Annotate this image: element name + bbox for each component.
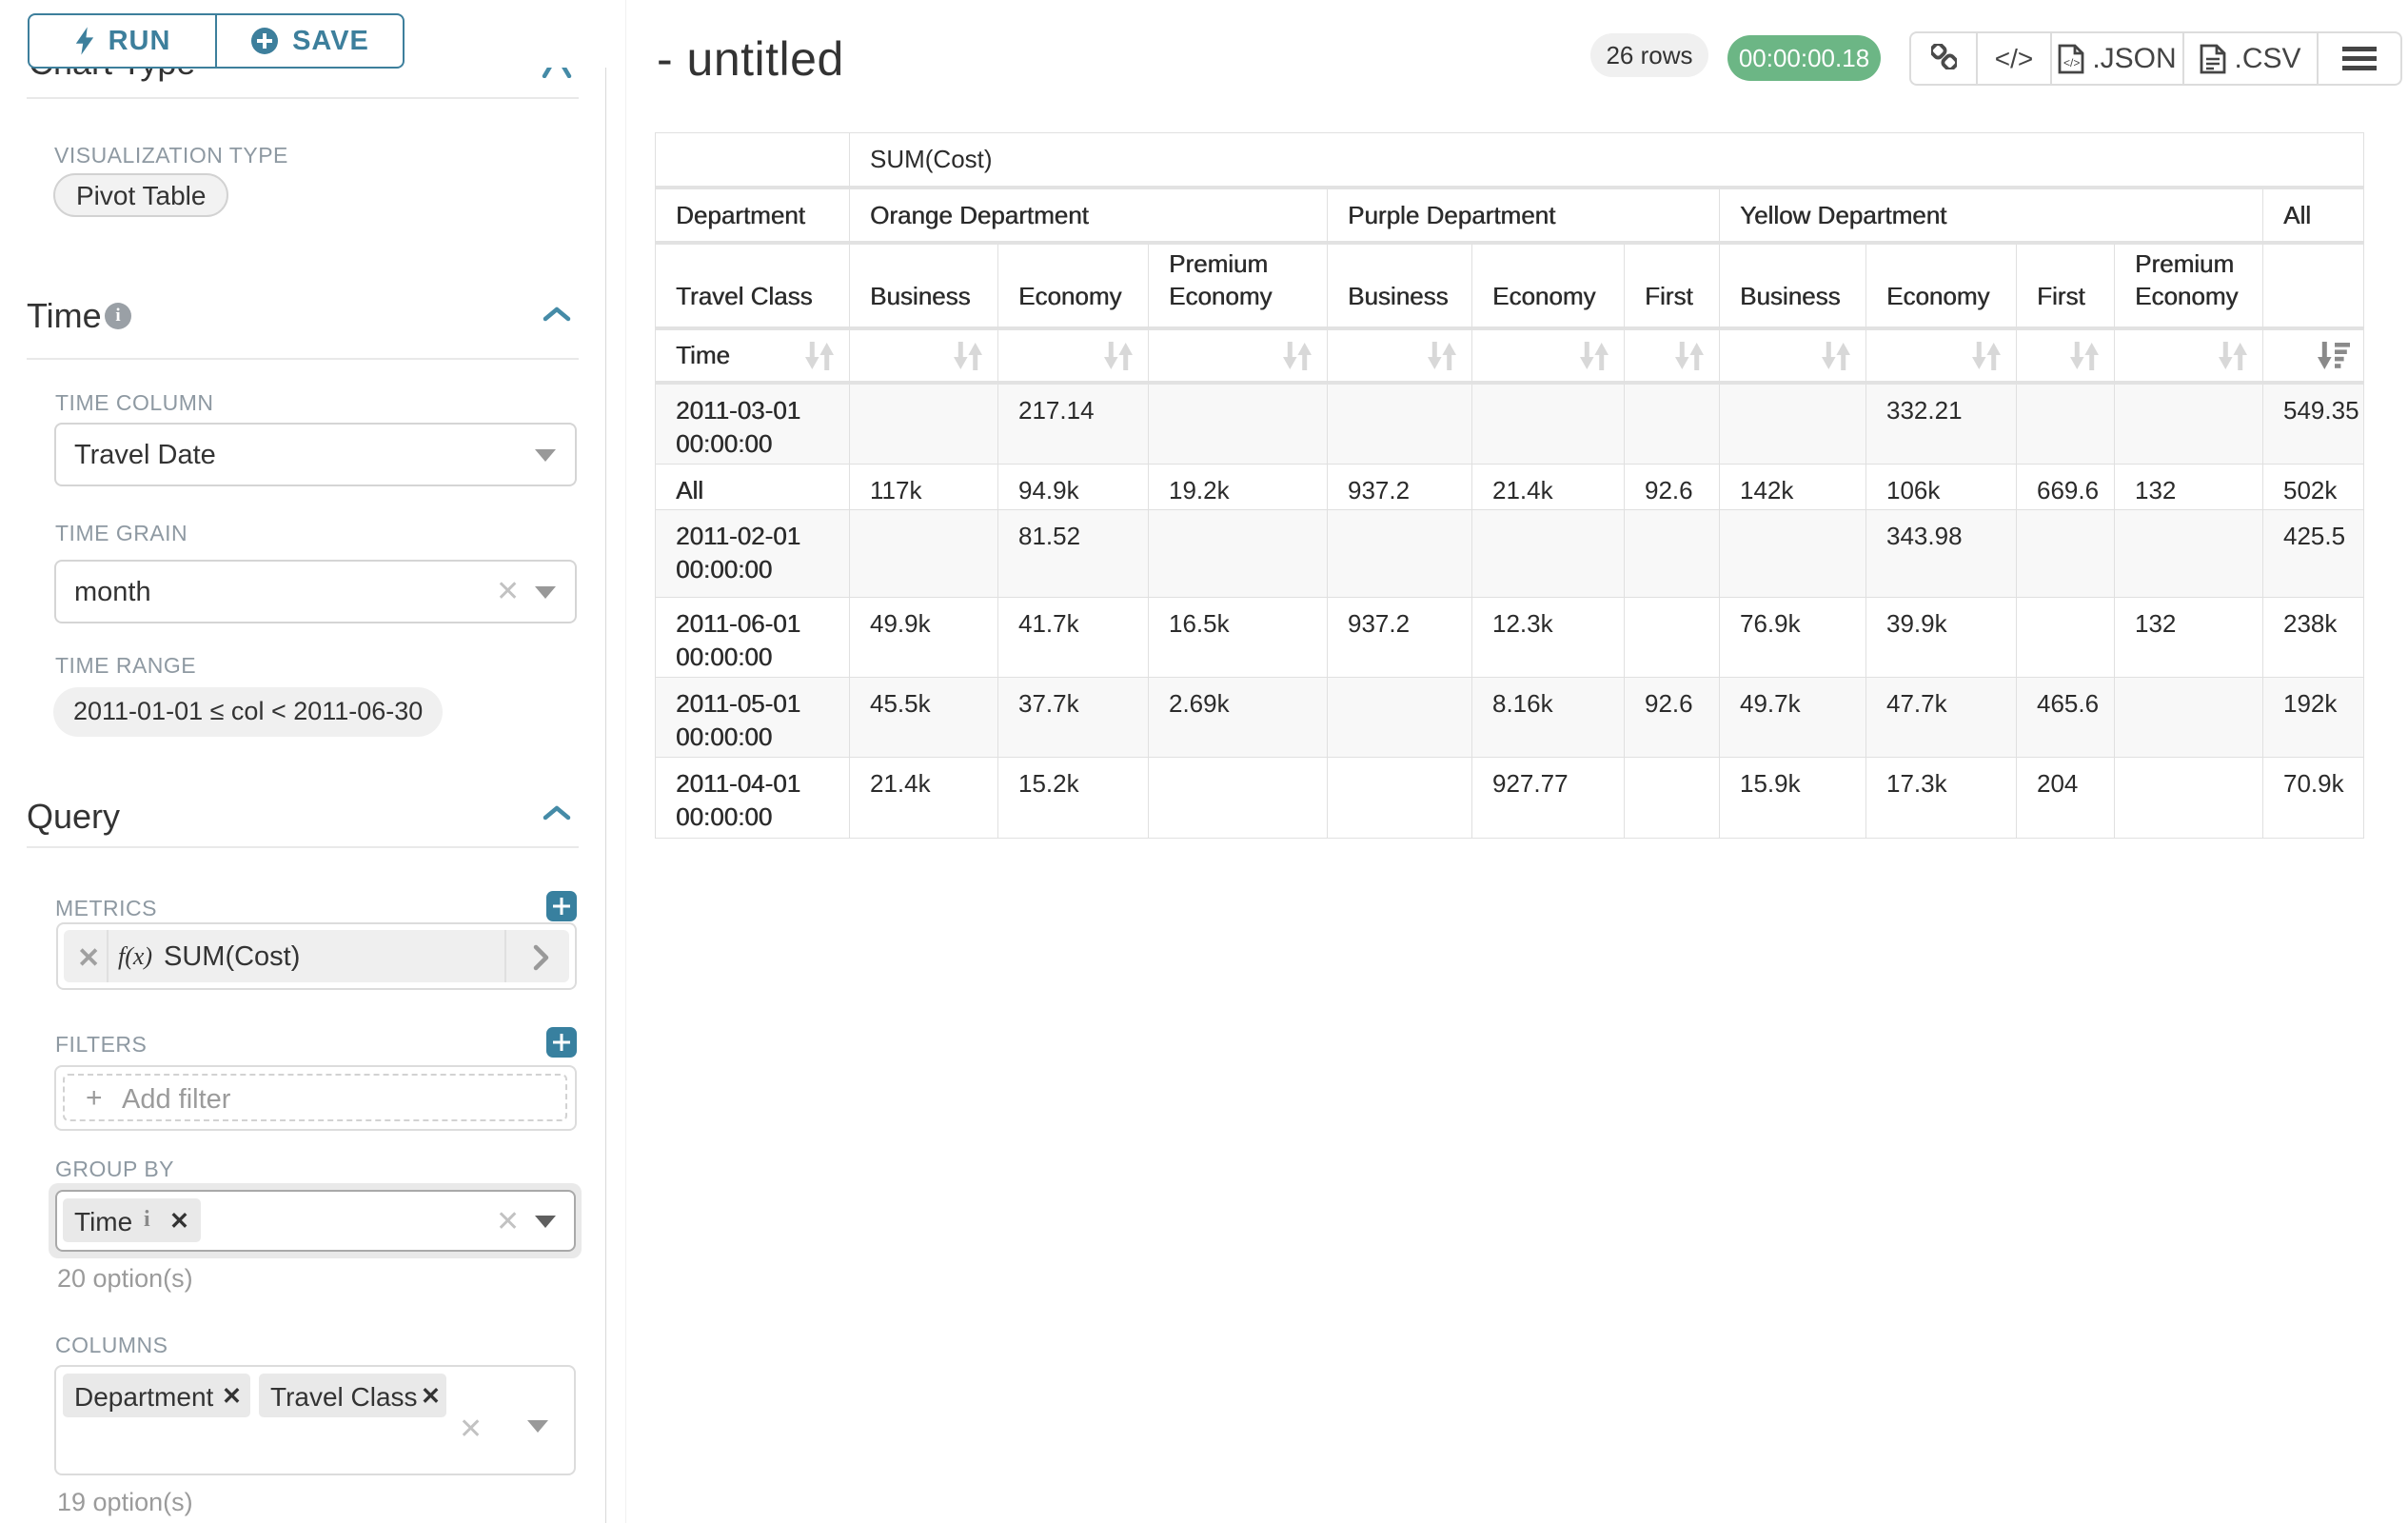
- svg-text:</>: </>: [2063, 56, 2080, 69]
